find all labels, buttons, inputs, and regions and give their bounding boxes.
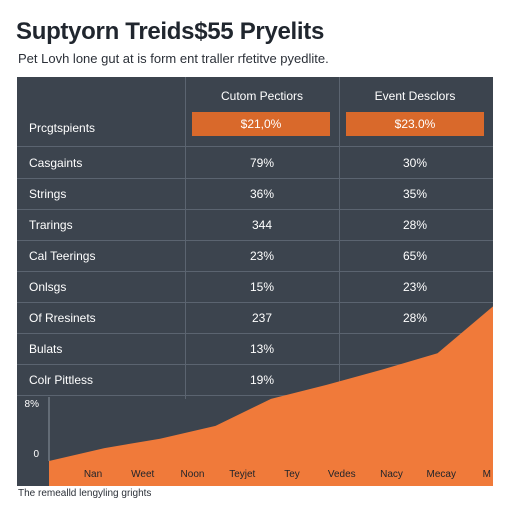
chart-caption: The remealld lengyling grights (18, 488, 152, 499)
row-value-a: 344 (251, 218, 273, 232)
y-tick-label: 0 (33, 449, 39, 460)
row-value-b: 35% (402, 187, 428, 201)
row-label: Of Rresinets (29, 311, 96, 325)
chart-title: Suptyorn Treids$55 Pryelits (16, 18, 325, 45)
row-value-a: 237 (251, 311, 273, 325)
chart-panel: Cutom Pectiors Event Desclors Prcgtspien… (17, 77, 493, 486)
x-tick-label: Tey (284, 469, 300, 480)
first-column-header: Prcgtspients (29, 121, 96, 135)
row-label: Trarings (29, 218, 73, 232)
row-label: Colr Pittless (29, 373, 94, 387)
y-tick-label: 8% (25, 399, 40, 410)
grid-line-horizontal (17, 395, 493, 396)
grid-line-horizontal (17, 302, 493, 303)
grid-line-vertical-2 (339, 77, 340, 399)
area-series (49, 306, 493, 486)
chart-subtitle: Pet Lovh lone gut at is form ent traller… (18, 51, 329, 66)
grid-line-horizontal (17, 364, 493, 365)
x-tick-label: M (483, 469, 491, 480)
x-tick-label: Weet (131, 469, 154, 480)
grid-line-horizontal (17, 240, 493, 241)
row-value-a: 19% (249, 373, 275, 387)
column-header-a: Cutom Pectiors (220, 89, 304, 103)
row-value-b: 30% (402, 156, 428, 170)
row-value-a: 36% (249, 187, 275, 201)
grid-line-horizontal (17, 178, 493, 179)
row-value-b: 28% (402, 218, 428, 232)
highlight-value-a: $21,0% (192, 112, 330, 136)
grid-line-vertical-1 (185, 77, 186, 399)
x-tick-label: Teyjet (229, 469, 255, 480)
row-value-a: 13% (249, 342, 275, 356)
row-value-b: 23% (402, 280, 428, 294)
row-value-a: 15% (249, 280, 275, 294)
row-value-b: 65% (402, 249, 428, 263)
x-tick-label: Noon (181, 469, 205, 480)
row-label: Casgaints (29, 156, 83, 170)
row-value-b: 28% (402, 311, 428, 325)
highlight-value-b: $23.0% (346, 112, 484, 136)
area-chart: 8% 0 Nan Weet Noon Teyjet Tey Vedes Nacy Mecay M (25, 306, 493, 486)
row-value-a: 79% (249, 156, 275, 170)
grid-line-horizontal (17, 209, 493, 210)
x-tick-label: Mecay (427, 469, 456, 480)
x-tick-label: Nacy (380, 469, 403, 480)
row-label: Bulats (29, 342, 63, 356)
row-value-a: 23% (249, 249, 275, 263)
grid-line-horizontal (17, 333, 493, 334)
x-tick-label: Vedes (328, 469, 356, 480)
row-label: Onlsgs (29, 280, 67, 294)
grid-line-horizontal (17, 271, 493, 272)
x-tick-label: Nan (84, 469, 102, 480)
row-label: Cal Teerings (29, 249, 96, 263)
grid-line-horizontal-header (17, 146, 493, 147)
row-label: Strings (29, 187, 67, 201)
column-header-b: Event Desclors (374, 89, 456, 103)
